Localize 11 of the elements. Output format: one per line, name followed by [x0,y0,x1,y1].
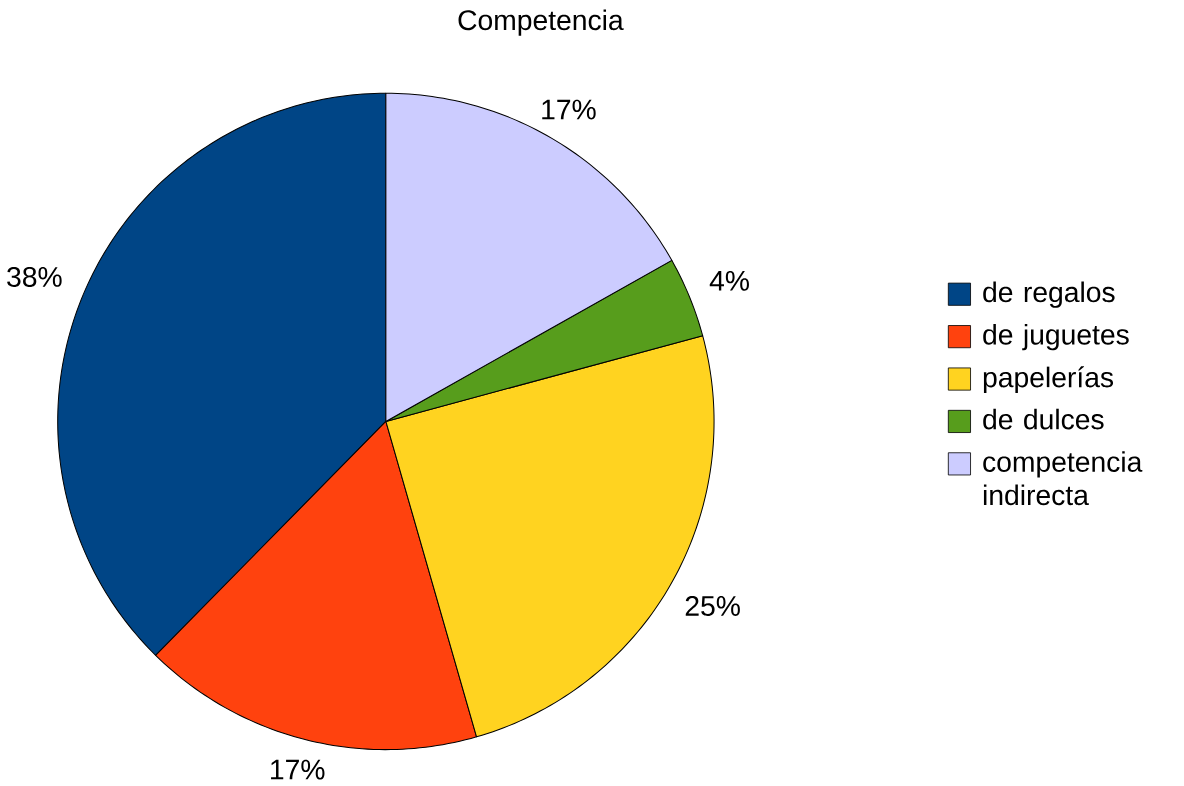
data-label: 38% [7,267,62,288]
legend-label: competencia indirecta [983,451,1143,506]
data-label: 17% [542,99,596,120]
data-label: 25% [685,596,740,617]
data-label: 17% [271,759,325,780]
legend-label: papelerías [983,366,1114,394]
legend-label: de dulces [983,408,1104,430]
data-label: 4% [709,271,749,291]
chart-title: Competencia [458,9,624,36]
legend-label: de juguetes [983,324,1129,351]
legend-label: de regalos [983,281,1115,309]
